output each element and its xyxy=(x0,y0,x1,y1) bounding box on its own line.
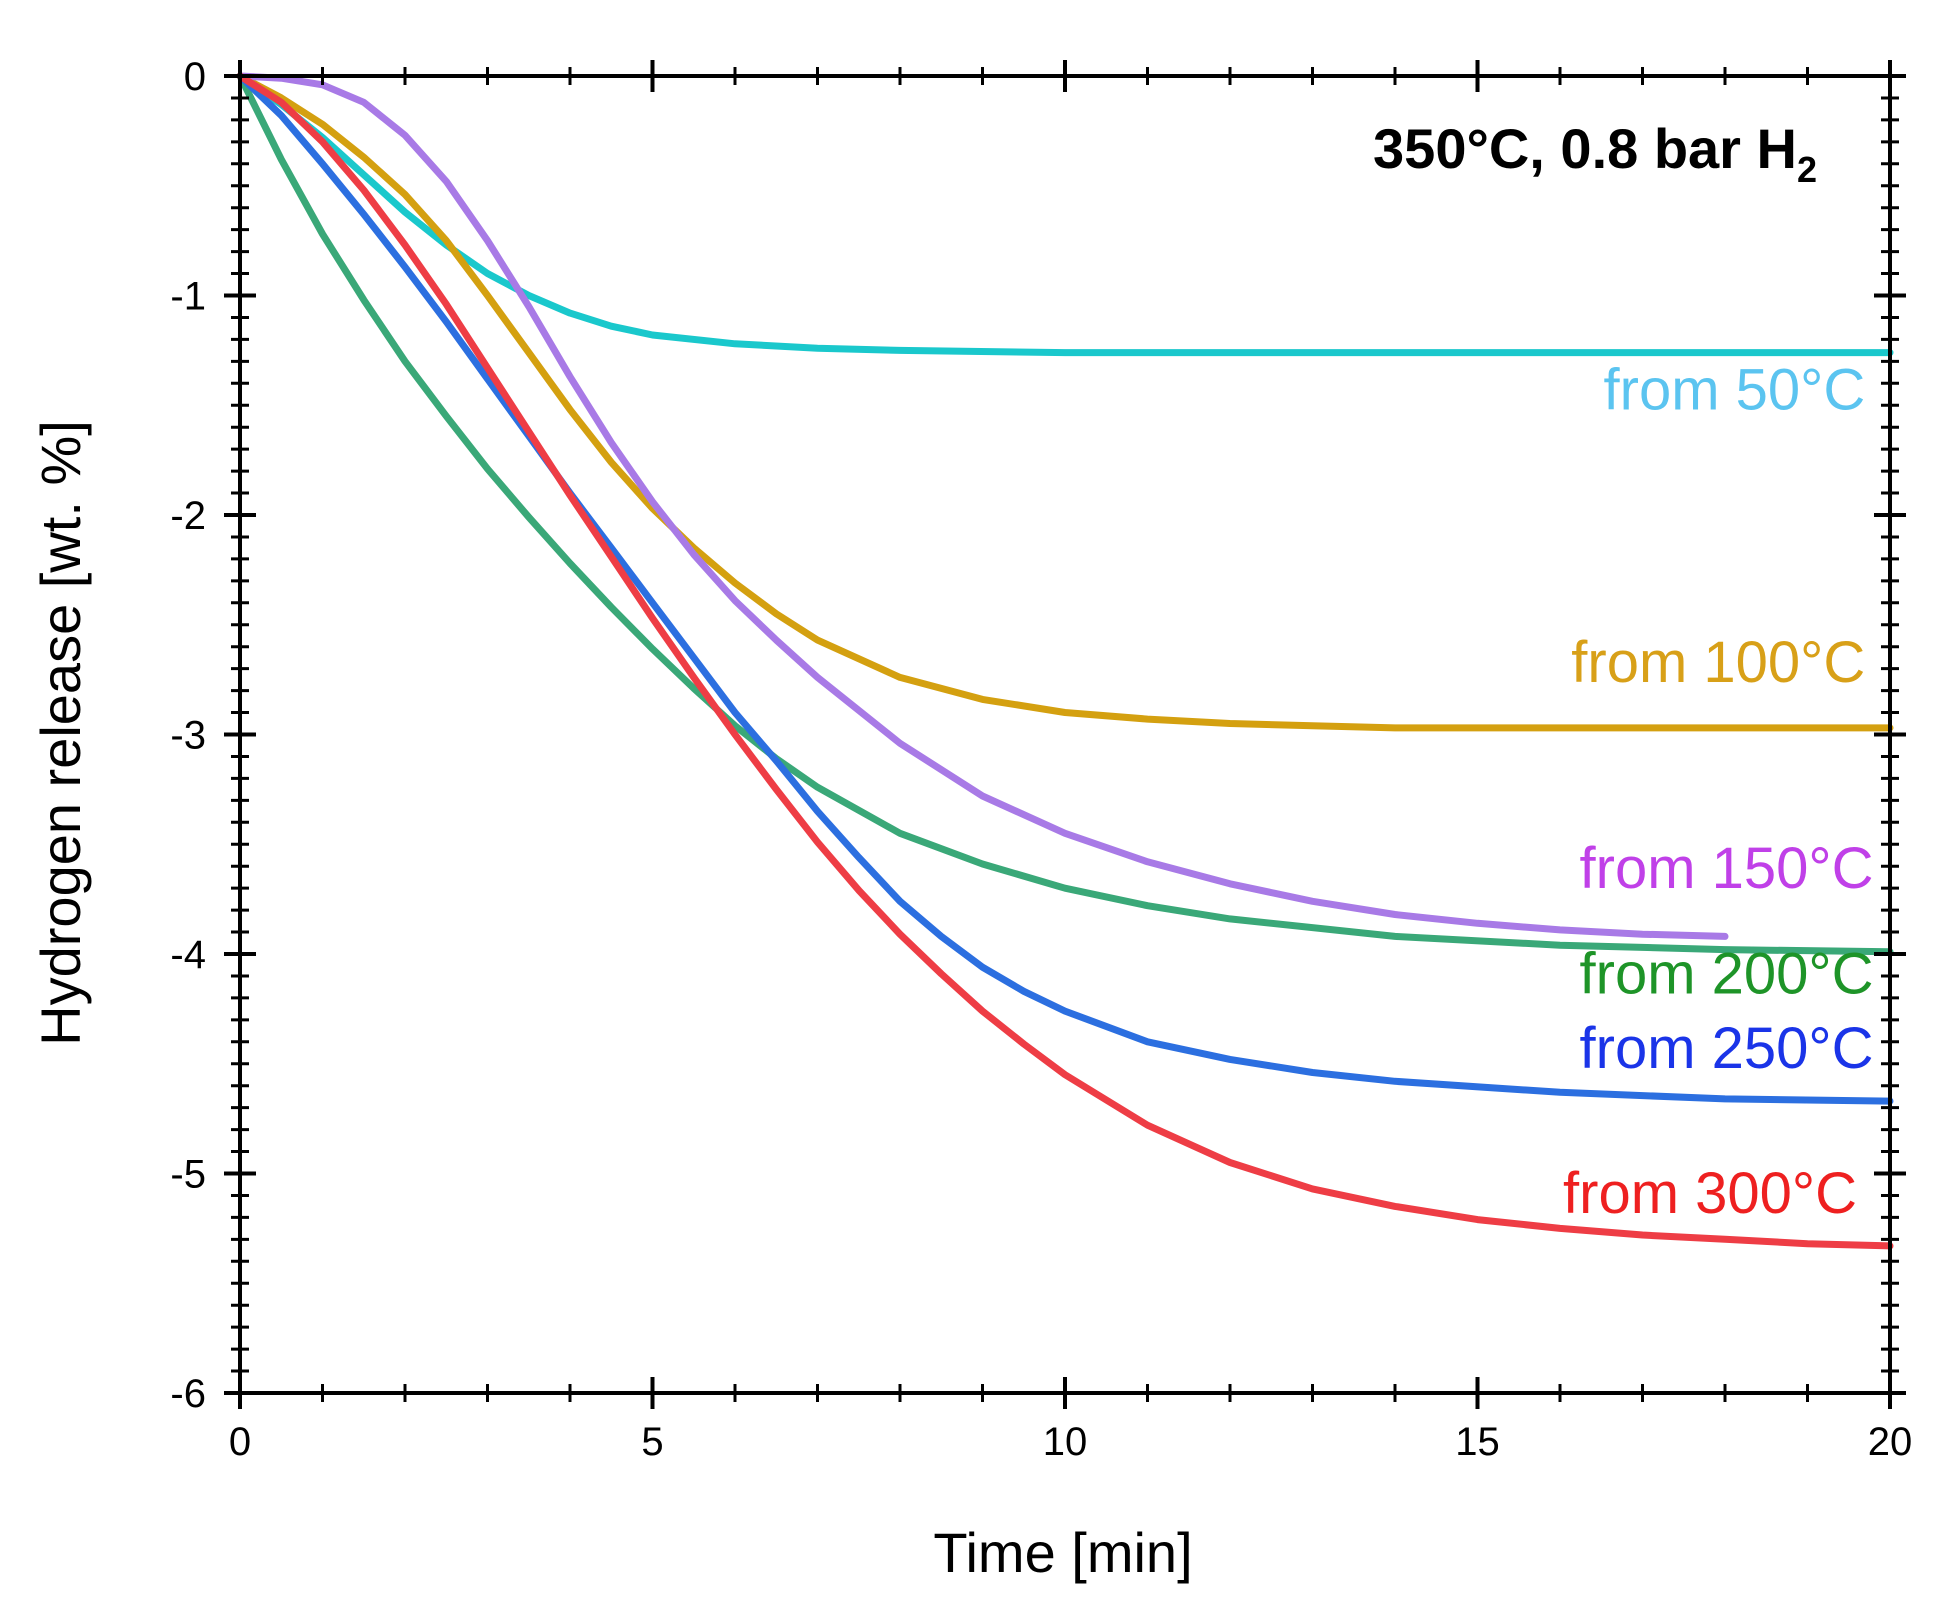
x-tick-label: 5 xyxy=(641,1420,663,1464)
series-label-from-100-c: from 100°C xyxy=(1571,630,1865,695)
series-label-from-50-c: from 50°C xyxy=(1604,358,1866,423)
y-tick-label: 0 xyxy=(184,55,206,99)
series-line-from-300-c xyxy=(236,72,1894,1250)
y-tick-label: -3 xyxy=(170,714,206,758)
series-label-from-300-c: from 300°C xyxy=(1563,1161,1857,1226)
y-tick-label: -1 xyxy=(170,275,206,319)
y-tick-label: -6 xyxy=(170,1372,206,1416)
labels-layer: from 50°C from 100°C from 150°C from 200°C f… xyxy=(1563,358,1873,1226)
y-tick-label: -5 xyxy=(170,1153,206,1197)
series-label-from-150-c: from 150°C xyxy=(1580,836,1874,901)
x-tick-label: 15 xyxy=(1455,1420,1500,1464)
y-tick-label: -2 xyxy=(170,494,206,538)
annotation-main: 350°C, 0.8 bar H xyxy=(1373,117,1797,180)
series-line-from-100-c xyxy=(236,72,1894,732)
annotation-subscript: 2 xyxy=(1797,149,1817,190)
chart-annotation: 350°C, 0.8 bar H2 xyxy=(1373,117,1817,190)
x-tick-label: 0 xyxy=(229,1420,251,1464)
axes-layer: 0 5 10 15 20 0 -1 -2 -3 -4 -5 -6 xyxy=(170,55,1912,1464)
series-label-from-200-c: from 200°C xyxy=(1580,942,1874,1007)
y-axis-title: Hydrogen release [wt. %] xyxy=(29,420,92,1046)
y-tick-label: -4 xyxy=(170,933,206,977)
series-line-from-150-c xyxy=(236,72,1729,940)
x-tick-label: 10 xyxy=(1043,1420,1088,1464)
series-line-from-250-c xyxy=(236,72,1894,1105)
curves-layer xyxy=(236,72,1894,1250)
x-axis-title: Time [min] xyxy=(933,1521,1192,1584)
series-line-from-50-c xyxy=(236,72,1894,357)
x-tick-label: 20 xyxy=(1868,1420,1913,1464)
series-line-from-200-c xyxy=(236,72,1894,956)
series-label-from-250-c: from 250°C xyxy=(1580,1016,1874,1081)
